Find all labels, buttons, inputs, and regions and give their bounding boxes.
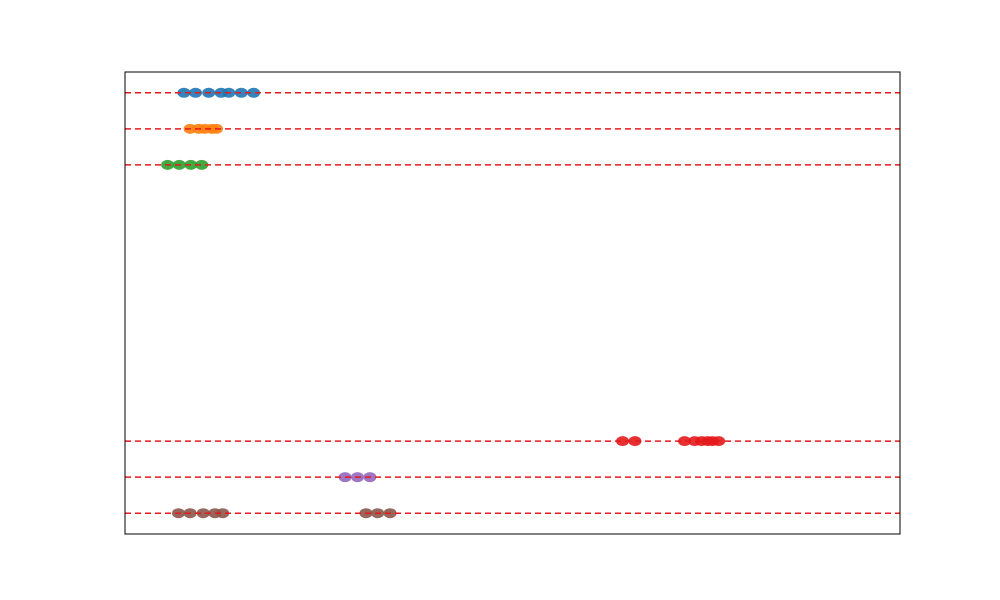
data-point-s3-p2 [678, 436, 692, 447]
data-point-s3-p1 [628, 436, 642, 447]
data-point-s3-p0 [616, 436, 630, 447]
data-point-s5-p4 [216, 508, 230, 519]
data-point-s0-p5 [234, 87, 248, 98]
reference-lines [125, 92, 900, 514]
data-point-s5-p2 [196, 508, 210, 519]
plot-frame [124, 71, 901, 535]
data-point-s0-p0 [177, 87, 191, 98]
data-point-s0-p6 [247, 87, 261, 98]
plot-background [125, 72, 900, 534]
data-point-s2-p3 [195, 159, 209, 170]
